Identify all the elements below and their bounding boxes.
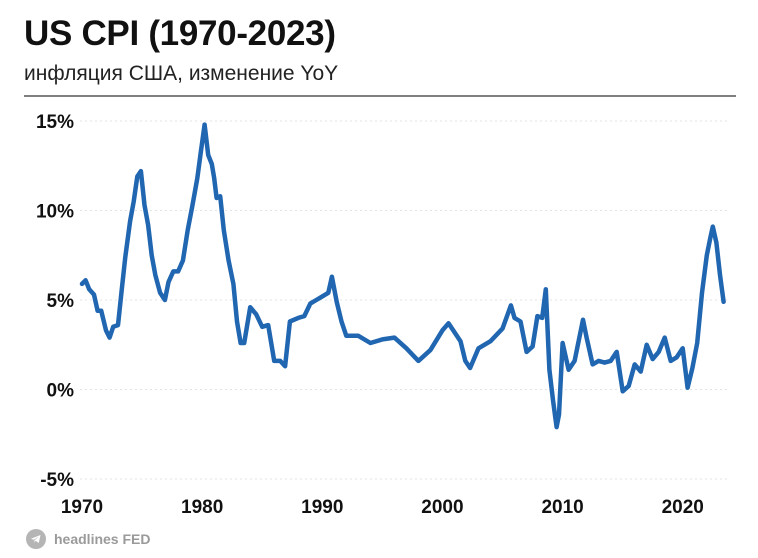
chart-title: US CPI (1970-2023) xyxy=(24,14,336,53)
y-axis-ticks: 15% 10% 5% 0% -5% xyxy=(36,112,74,491)
source-label: headlines FED xyxy=(54,531,151,547)
telegram-icon xyxy=(26,529,46,549)
chart-subtitle: инфляция США, изменение YoY xyxy=(24,62,339,85)
series-layer xyxy=(79,122,726,430)
x-axis-ticks: 1970 1980 1990 2000 2010 2020 xyxy=(61,497,704,518)
cpi-line-chart: 15% 10% 5% 0% -5% 1970 1980 1990 2000 2010 2020 xyxy=(36,112,728,518)
y-tick-label: 5% xyxy=(47,291,75,312)
x-tick-label: 2000 xyxy=(421,497,463,518)
y-tick-label: 15% xyxy=(36,112,74,133)
x-tick-label: 1990 xyxy=(301,497,343,518)
y-tick-label: -5% xyxy=(40,470,74,491)
x-tick-label: 1970 xyxy=(61,497,103,518)
x-tick-label: 1980 xyxy=(181,497,223,518)
y-tick-label: 10% xyxy=(36,202,74,223)
footer-source: headlines FED xyxy=(26,527,150,551)
x-tick-label: 2020 xyxy=(662,497,704,518)
x-tick-label: 2010 xyxy=(541,497,583,518)
cpi-series-line xyxy=(79,122,726,430)
grid-lines xyxy=(80,120,728,480)
y-tick-label: 0% xyxy=(47,381,75,402)
header-divider xyxy=(24,95,736,97)
